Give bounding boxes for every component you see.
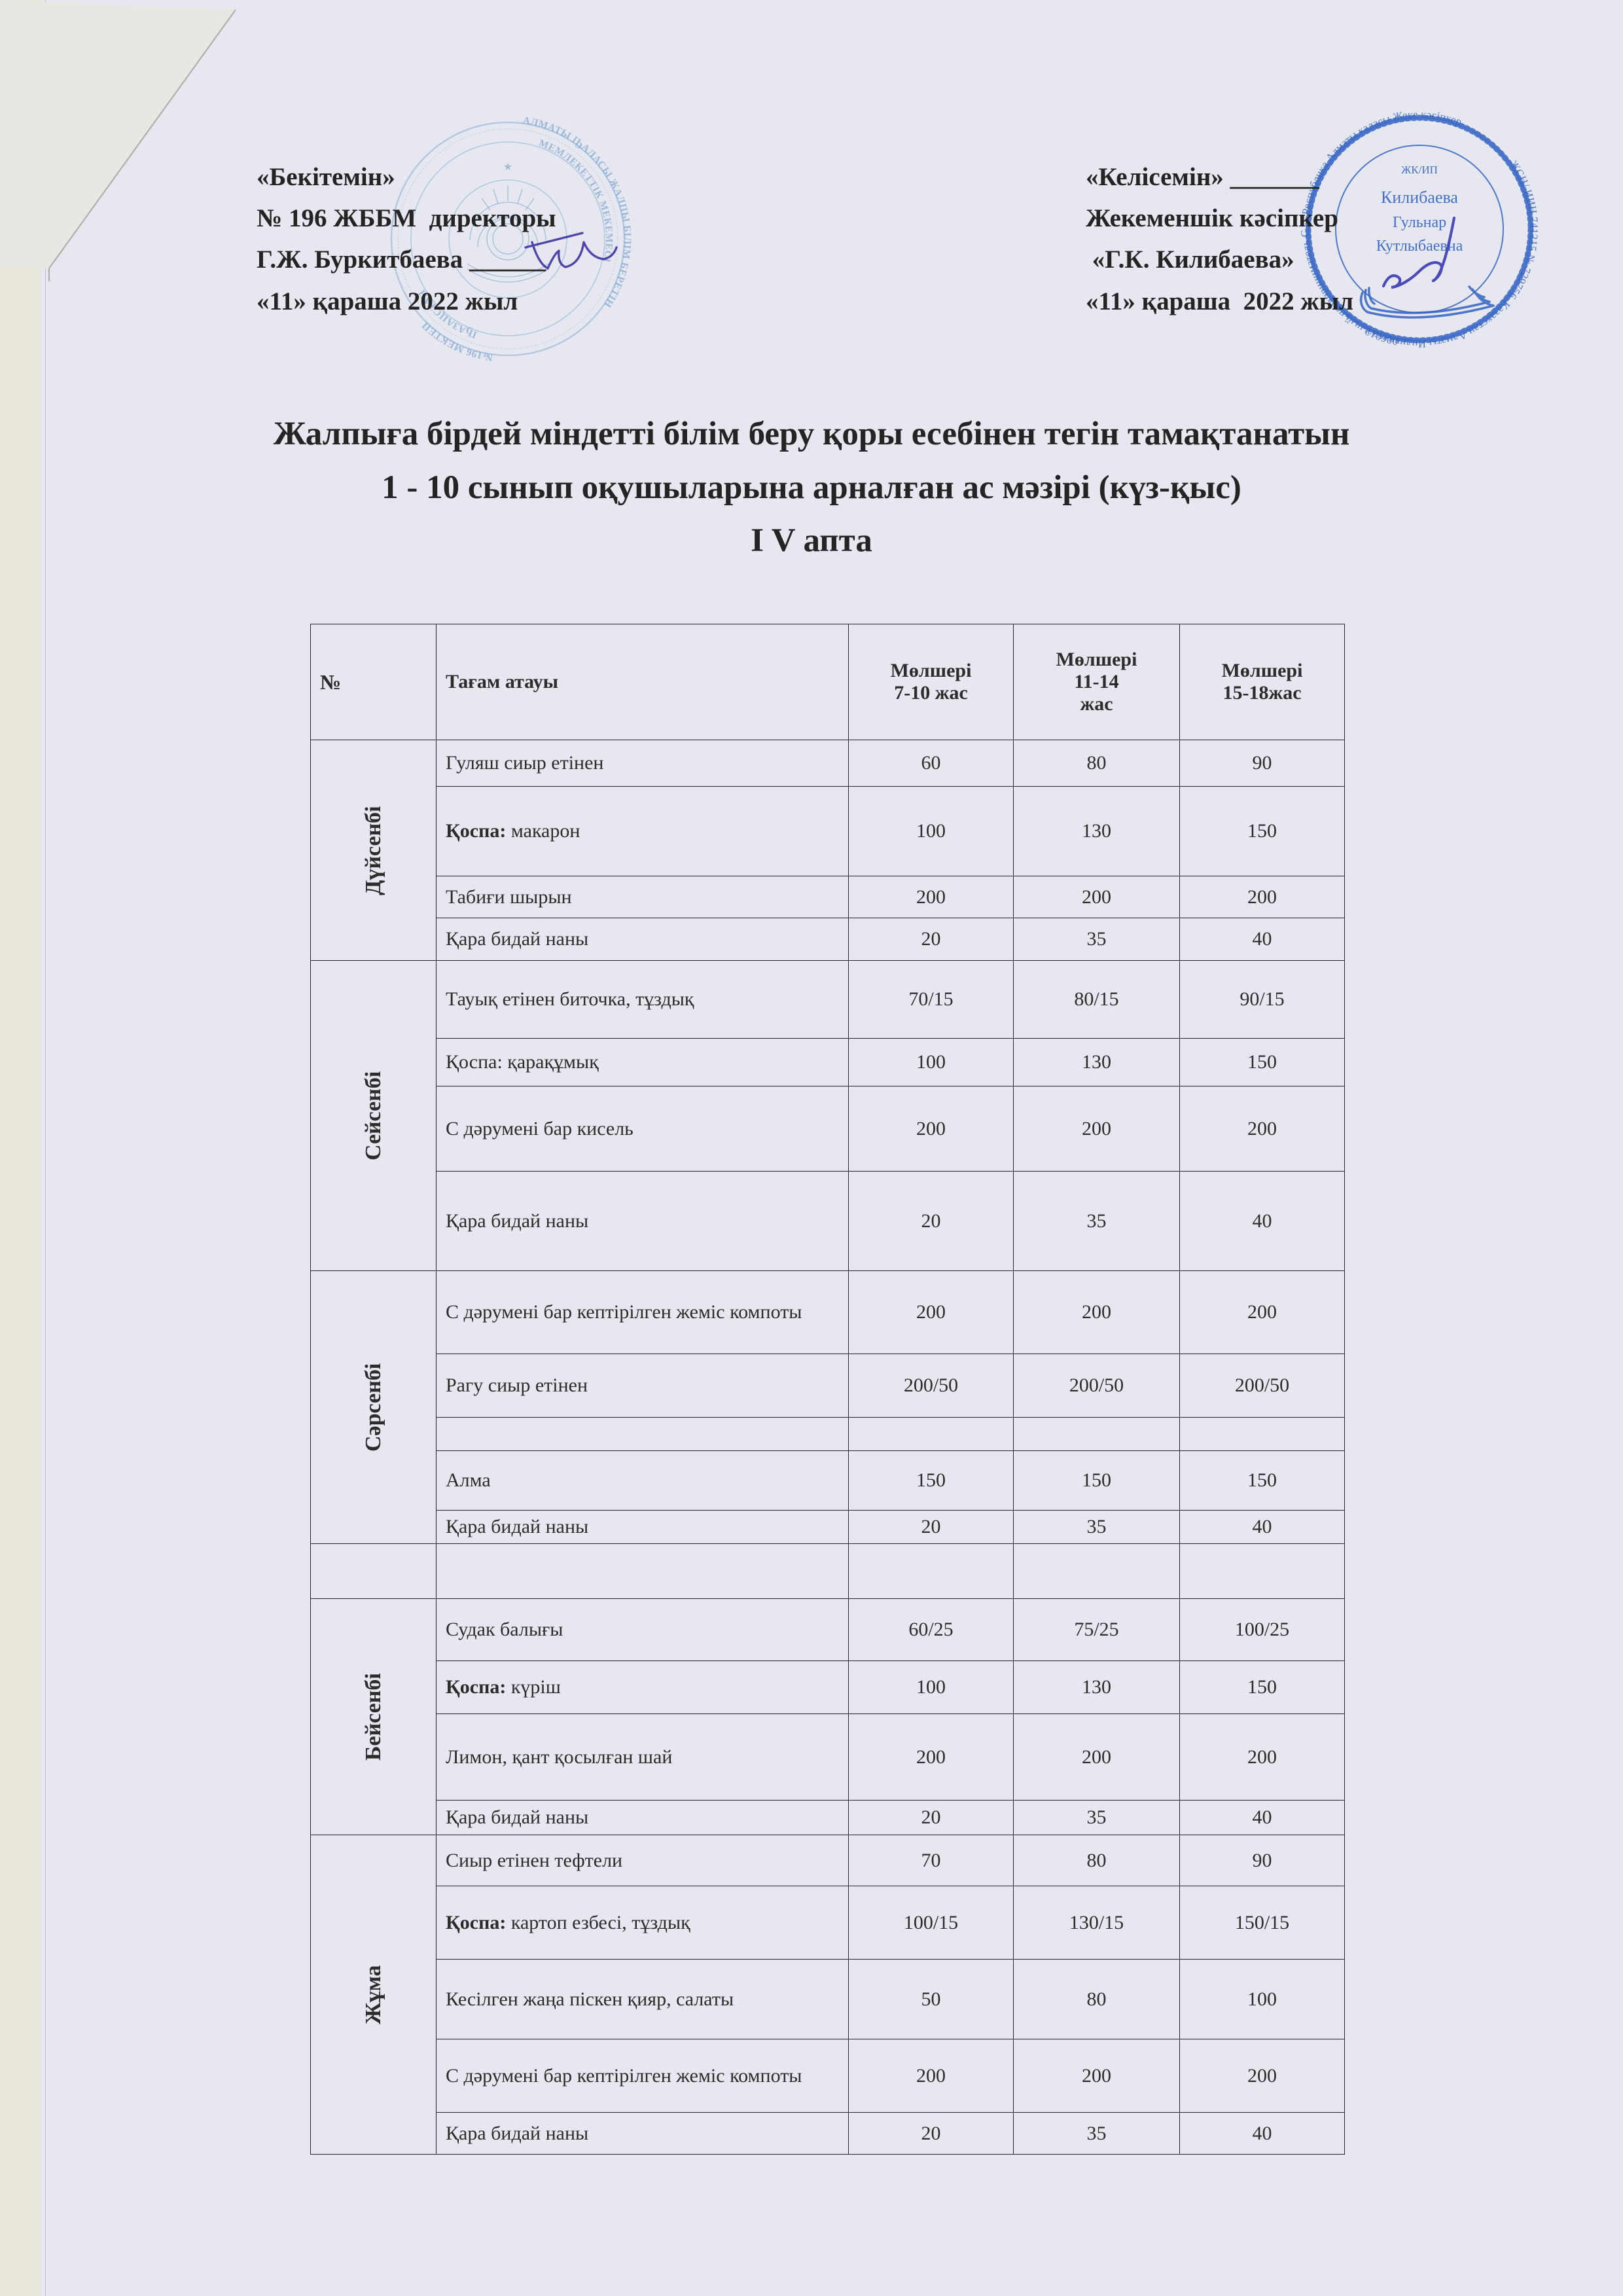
svg-text:ЖК/ИП: ЖК/ИП [1401,164,1438,176]
svg-text:Килибаева: Килибаева [1381,188,1458,207]
svg-text:Гульнар: Гульнар [1393,214,1446,231]
svg-text:ЖСН/ ИИН 741215 № 729756: ЖСН/ ИИН 741215 № 729756 [1507,158,1541,302]
